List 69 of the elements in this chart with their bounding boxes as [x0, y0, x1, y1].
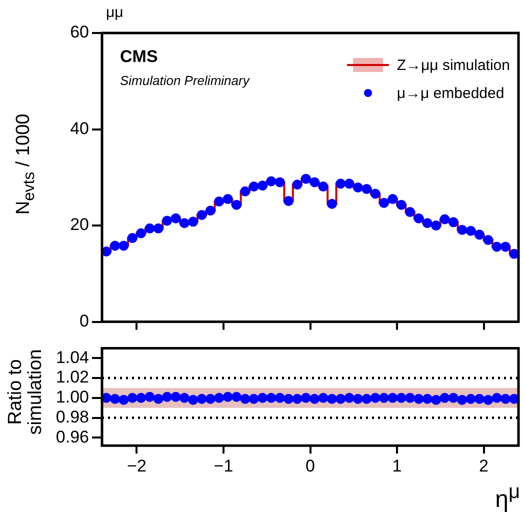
- y-tick-label: 0.98: [56, 407, 89, 426]
- y-tick-label: 1.00: [56, 388, 89, 407]
- text: μμ: [106, 4, 124, 21]
- point: [170, 213, 181, 224]
- point: [266, 176, 276, 186]
- point: [370, 188, 380, 199]
- x-tick-label: 2: [479, 456, 489, 476]
- point: [318, 182, 328, 192]
- point: [231, 200, 242, 210]
- point: [457, 224, 468, 235]
- point: [240, 186, 250, 196]
- x-tick-label: −2: [127, 456, 146, 476]
- point: [153, 223, 164, 234]
- point: [136, 228, 146, 238]
- point: [310, 177, 320, 188]
- point: [431, 220, 442, 231]
- x-axis-title: η$^{μ}$: [495, 481, 520, 512]
- point: [300, 174, 311, 184]
- point: [179, 218, 190, 228]
- point: [474, 230, 484, 240]
- point: [284, 196, 294, 206]
- point: [362, 184, 372, 194]
- annotation: CMS: [120, 47, 158, 67]
- y-tick-label: 40: [70, 118, 89, 138]
- point: [483, 234, 494, 245]
- y-tick-label: 0: [80, 311, 89, 330]
- point: [127, 233, 138, 244]
- point: [222, 194, 233, 204]
- y-axis-title: Ratio to simulation: [5, 348, 46, 434]
- point: [248, 182, 259, 192]
- point: [388, 194, 398, 204]
- point: [500, 242, 510, 252]
- point: [214, 196, 224, 206]
- y-tick-label: 60: [70, 22, 89, 42]
- y-tick-label: 1.02: [56, 368, 89, 387]
- y-tick-label: 20: [70, 215, 89, 234]
- legend-label: Z→μμ simulation: [396, 56, 510, 74]
- y-tick-label: 0.96: [56, 427, 89, 446]
- point: [344, 178, 354, 189]
- point: [188, 216, 198, 227]
- point: [292, 180, 302, 190]
- point: [379, 198, 390, 208]
- x-tick-label: −1: [214, 456, 234, 476]
- point: [414, 213, 424, 224]
- x-tick-label: 0: [306, 456, 315, 476]
- point: [509, 248, 518, 259]
- point: [492, 242, 502, 252]
- y-tick-label: 1.04: [56, 348, 89, 367]
- point: [422, 218, 432, 228]
- point: [274, 177, 285, 188]
- point: [466, 226, 476, 236]
- point: [102, 246, 112, 257]
- point: [326, 198, 337, 209]
- point: [196, 210, 207, 220]
- point: [258, 180, 268, 191]
- x-tick-label: 1: [392, 456, 402, 476]
- legend-label: μ→μ embedded: [396, 84, 504, 102]
- point: [440, 214, 450, 224]
- point: [162, 216, 172, 226]
- point: [448, 217, 458, 228]
- point: [144, 223, 155, 234]
- point: [118, 240, 129, 251]
- annotation: Simulation Preliminary: [120, 73, 250, 88]
- point: [110, 240, 120, 251]
- point: [352, 182, 363, 193]
- point: [405, 207, 416, 218]
- point: [336, 178, 346, 189]
- point: [396, 200, 406, 210]
- point: [205, 206, 216, 216]
